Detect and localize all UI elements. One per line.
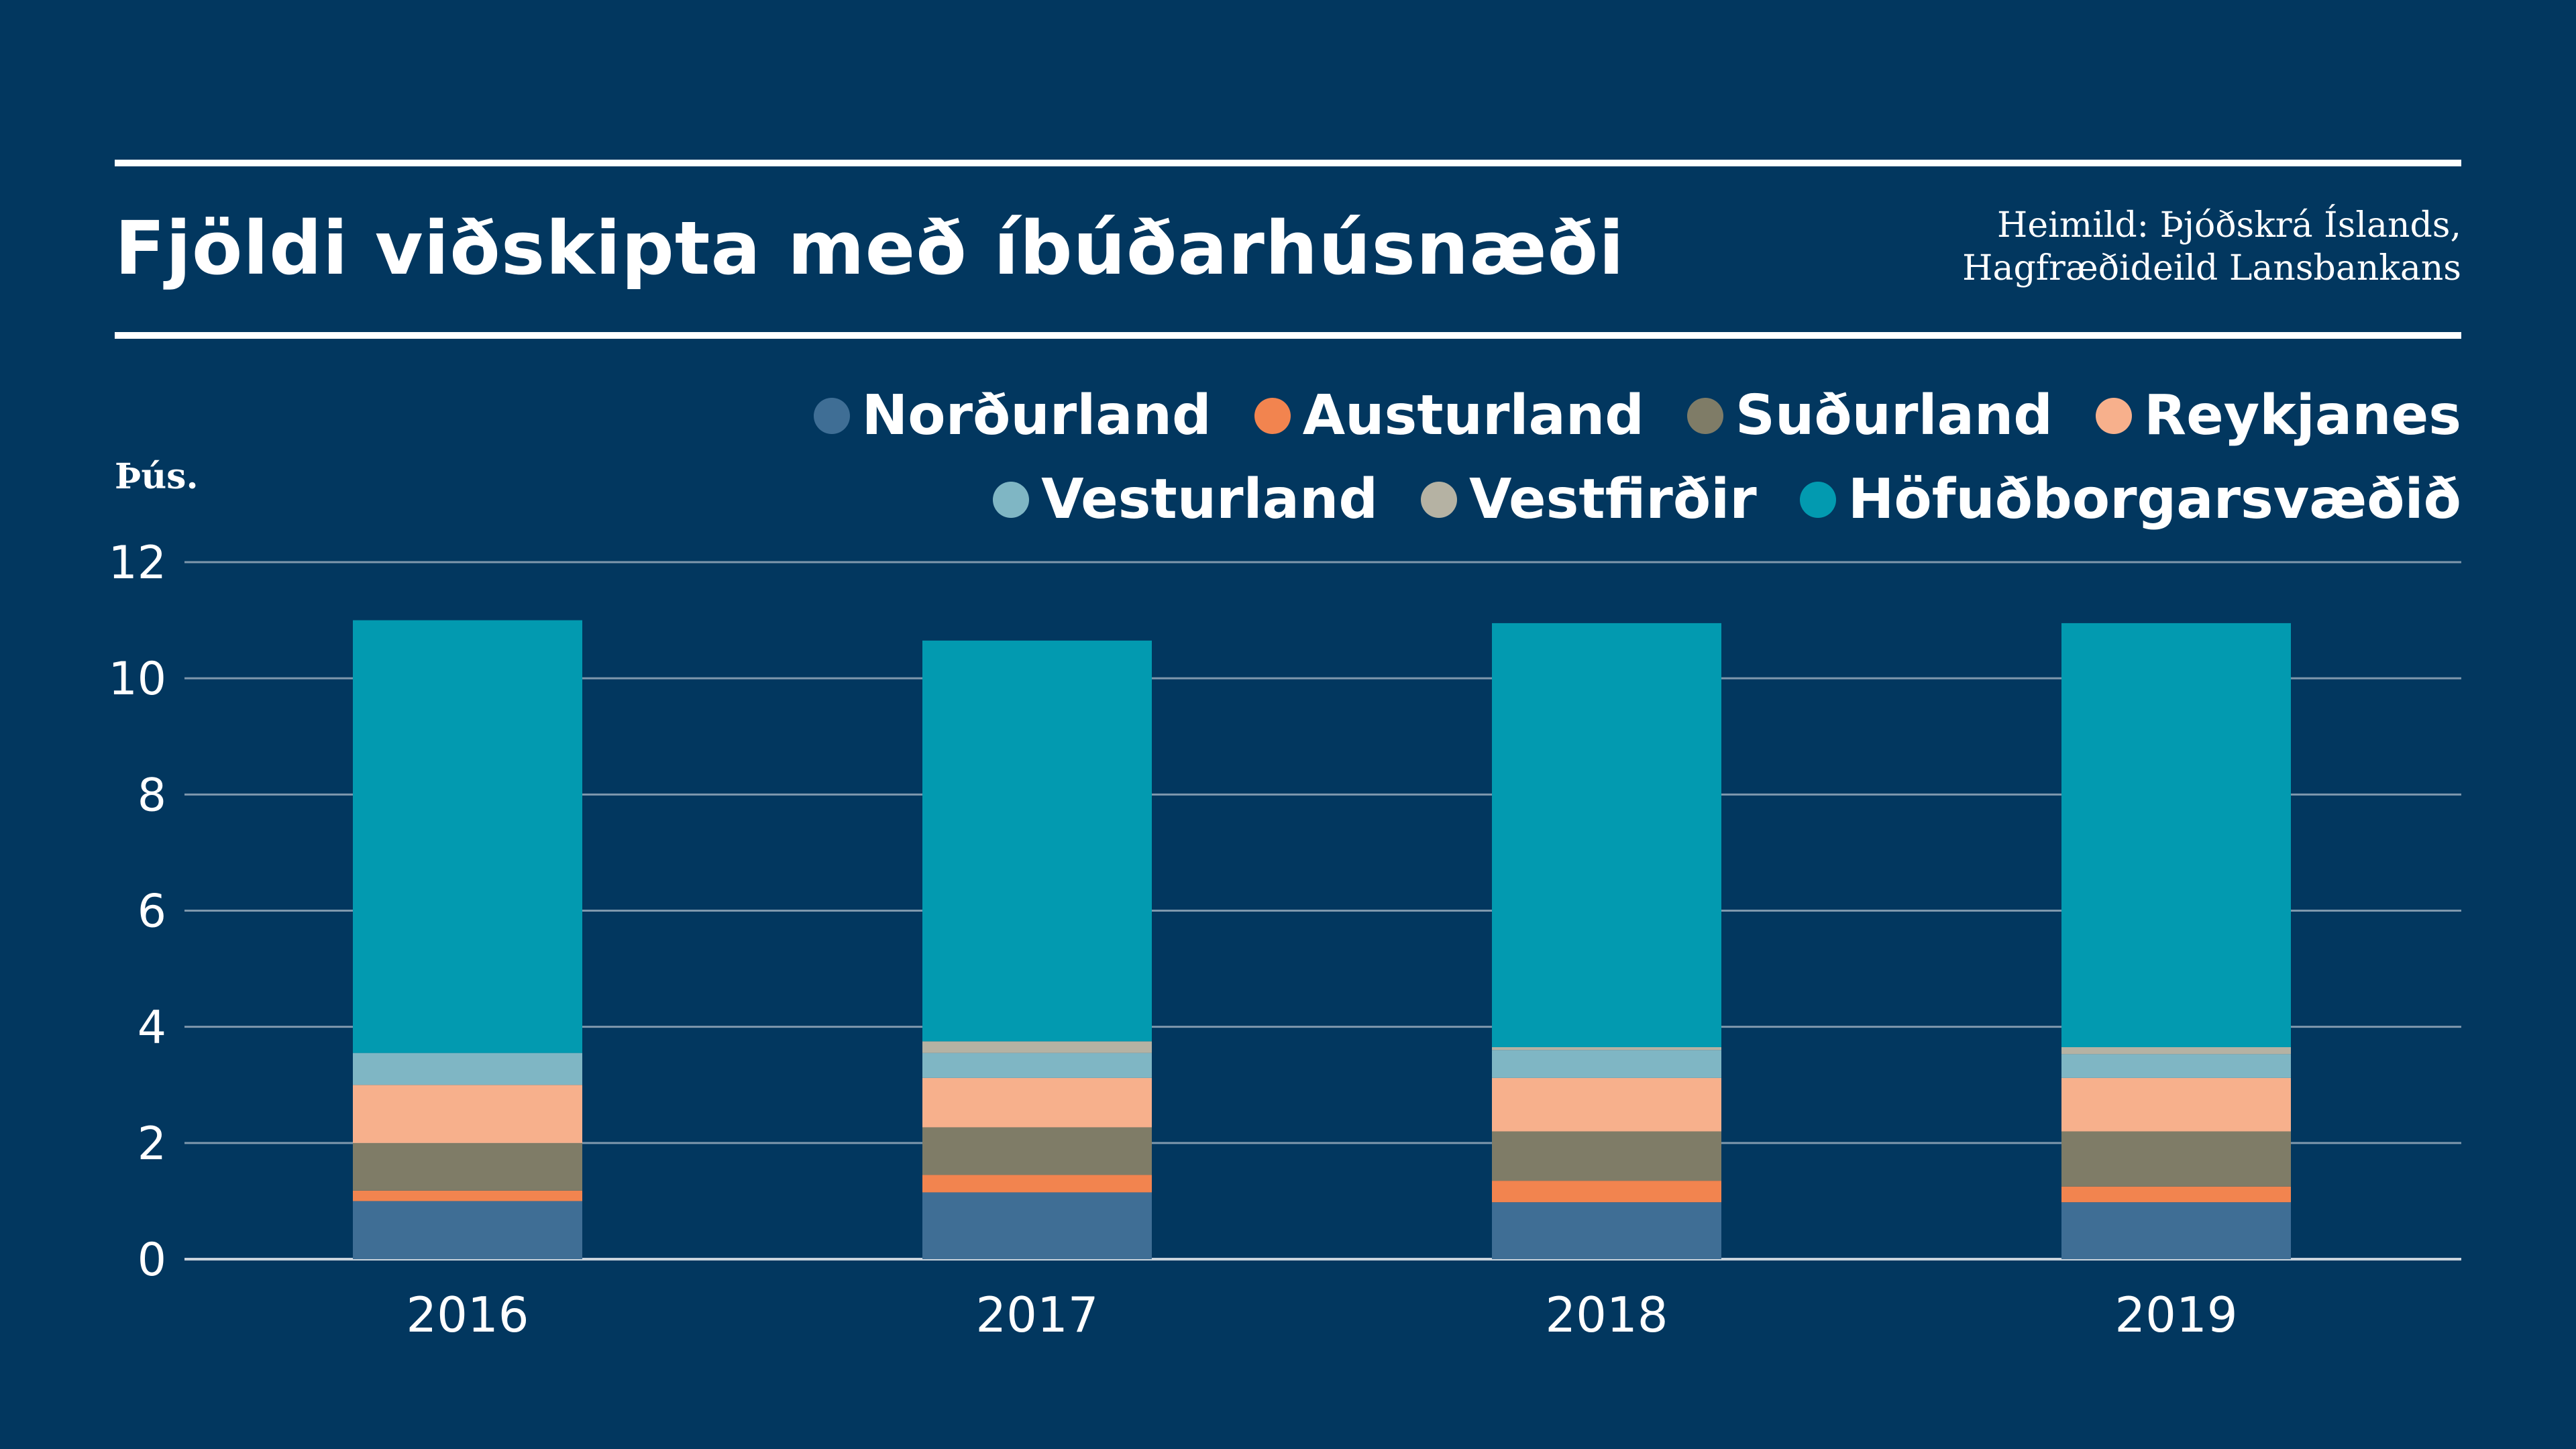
legend-label: Reykjanes <box>2144 384 2461 447</box>
bar-segment <box>1492 1046 1721 1051</box>
y-tick-label: 12 <box>108 537 166 590</box>
y-tick-label: 2 <box>138 1118 166 1171</box>
bar-segment <box>922 1053 1152 1078</box>
y-tick-label: 6 <box>138 885 166 938</box>
bar-segment <box>1492 1077 1721 1132</box>
bar-segment <box>2061 623 2291 1047</box>
bar-segment <box>1492 1050 1721 1078</box>
legend-item: Reykjanes <box>2096 379 2461 453</box>
legend-label: Norðurland <box>861 384 1212 447</box>
legend-item: Vestfirðir <box>1421 463 1757 537</box>
legend-label: Höfuðborgarsvæðið <box>1847 468 2461 531</box>
legend-label: Vesturland <box>1041 468 1379 531</box>
source-line-1: Heimild: Þjóðskrá Íslands, <box>1997 205 2461 246</box>
legend-item: Höfuðborgarsvæðið <box>1799 463 2461 537</box>
bar-segment <box>1492 623 1721 1047</box>
legend-swatch <box>2096 398 2133 434</box>
bar-segment <box>353 1053 582 1085</box>
top-rule <box>115 160 2461 166</box>
legend-swatch <box>1421 482 1458 518</box>
bar-segment <box>922 1077 1152 1128</box>
legend-item: Vesturland <box>993 463 1378 537</box>
bar-segment <box>922 1175 1152 1193</box>
legend-swatch <box>1686 398 1723 434</box>
legend-swatch <box>1254 398 1291 434</box>
bar-segment <box>353 1142 582 1191</box>
bar-segment <box>922 1041 1152 1053</box>
source-line-2: Hagfræðideild Lansbankans <box>1962 248 2461 288</box>
legend-label: Suðurland <box>1735 384 2053 447</box>
legend-label: Vestfirðir <box>1469 468 1757 531</box>
legend-row-1: Norðurland Austurland Suðurland Reykjanes <box>813 379 2461 453</box>
bar-segment <box>2061 1077 2291 1132</box>
y-tick-label: 8 <box>138 769 166 822</box>
legend-swatch <box>993 482 1030 518</box>
chart-title: Fjöldi viðskipta með íbúðarhúsnæði <box>115 205 1625 291</box>
x-tick-label: 2018 <box>1545 1287 1668 1343</box>
legend-label: Austurland <box>1302 384 1644 447</box>
bar-segment <box>1492 1131 1721 1181</box>
legend-row-2: Vesturland Vestfirðir Höfuðborgarsvæðið <box>851 463 2461 537</box>
legend-item: Austurland <box>1254 379 1644 453</box>
bar-segment <box>353 1190 582 1201</box>
bottom-rule <box>115 332 2461 339</box>
y-axis-unit-label: Þús. <box>115 456 199 497</box>
bar-segment <box>922 1127 1152 1175</box>
bar-segment <box>353 620 582 1053</box>
bar-segment <box>1492 1181 1721 1203</box>
legend-item: Norðurland <box>813 379 1212 453</box>
bar-segment <box>2061 1046 2291 1055</box>
bar-segment <box>353 1085 582 1143</box>
legend-item: Suðurland <box>1686 379 2053 453</box>
source-note: Heimild: Þjóðskrá Íslands, Hagfræðideild… <box>1962 204 2461 290</box>
bar-segment <box>353 1201 582 1259</box>
bar-segment <box>922 640 1152 1042</box>
bar-segment <box>2061 1131 2291 1187</box>
bar-segment <box>2061 1054 2291 1078</box>
bar-segment <box>1492 1202 1721 1259</box>
x-tick-label: 2016 <box>406 1287 529 1343</box>
bar-segment <box>2061 1186 2291 1203</box>
legend-swatch <box>813 398 850 434</box>
y-tick-label: 0 <box>138 1234 166 1287</box>
bar-segment <box>922 1192 1152 1259</box>
y-tick-label: 4 <box>138 1002 166 1055</box>
x-tick-label: 2017 <box>975 1287 1098 1343</box>
bar-segment <box>2061 1202 2291 1259</box>
y-tick-label: 10 <box>108 653 166 706</box>
legend-swatch <box>1799 482 1836 518</box>
x-tick-label: 2019 <box>2114 1287 2237 1343</box>
